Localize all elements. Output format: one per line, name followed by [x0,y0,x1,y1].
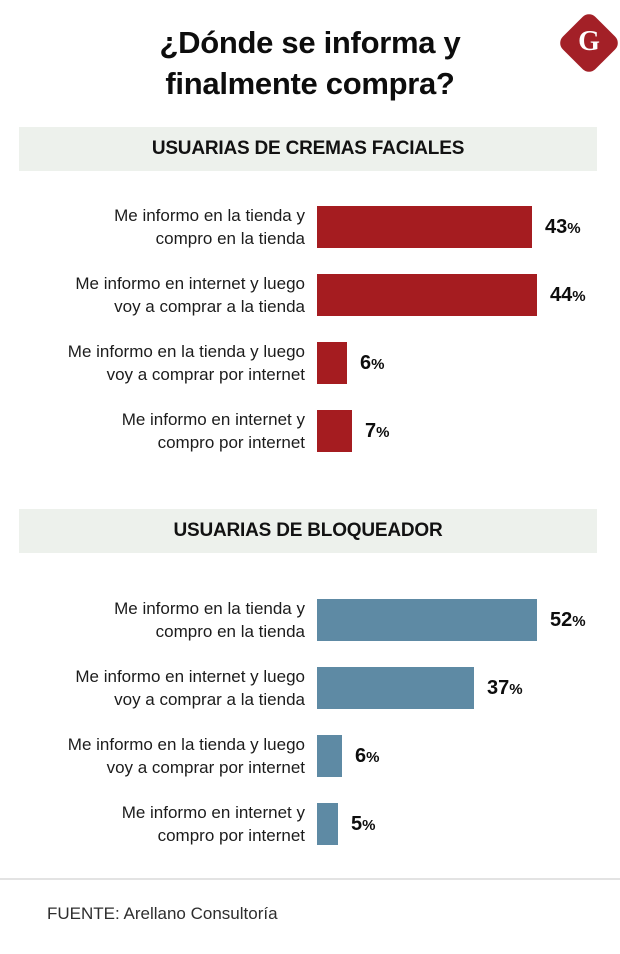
value-label: 37% [487,676,523,699]
bar [317,735,342,777]
value-label: 52% [550,608,586,631]
bar [317,410,352,452]
value-label: 44% [550,283,586,306]
value-label: 6% [360,351,385,374]
category-label: Me informo en la tienda y luego voy a com… [67,735,305,777]
category-label: Me informo en internet y compro por inter… [121,410,305,452]
bar [317,274,537,316]
bar [317,342,347,384]
chart-row: Me informo en internet y luego voy a comp… [0,667,620,709]
category-label: Me informo en la tienda y luego voy a com… [67,342,305,384]
category-label: Me informo en internet y luego voy a comp… [75,274,305,316]
chart-row: Me informo en la tienda y compro en la ti… [0,206,620,248]
chart-row: Me informo en la tienda y compro en la ti… [0,599,620,641]
category-label: Me informo en internet y compro por inter… [121,803,305,845]
source-text: FUENTE: Arellano Consultoría [47,904,278,923]
bar [317,599,537,641]
value-label: 7% [365,419,390,442]
logo-letter-g: G [578,26,600,57]
bar [317,803,338,845]
section-header-label: USUARIAS DE BLOQUEADOR [173,520,443,541]
chart-row: Me informo en la tienda y luego voy a com… [0,735,620,777]
section-header-label: USUARIAS DE CREMAS FACIALES [151,138,465,159]
category-label: Me informo en la tienda y compro en la ti… [114,599,305,641]
section-header-bloqueador: USUARIAS DE BLOQUEADOR [19,509,597,553]
bar [317,667,474,709]
bar [317,206,532,248]
value-label: 5% [351,812,376,835]
chart-row: Me informo en internet y compro por inter… [0,803,620,845]
value-label: 6% [355,744,380,767]
page-title: ¿Dónde se informa y finalmente compra? [0,22,620,104]
section-header-cremas-faciales: USUARIAS DE CREMAS FACIALES [19,127,597,171]
category-label: Me informo en internet y luego voy a comp… [75,667,305,709]
value-label: 43% [545,215,581,238]
category-label: Me informo en la tienda y compro en la ti… [114,206,305,248]
chart-row: Me informo en internet y compro por inter… [0,410,620,452]
chart-row: Me informo en la tienda y luego voy a com… [0,342,620,384]
bar-chart-cremas-faciales: Me informo en la tienda y compro en la ti… [0,206,620,478]
page-title-line-2: finalmente compra? [165,66,455,101]
gestion-logo: G [556,10,620,76]
bar-chart-bloqueador: Me informo en la tienda y compro en la ti… [0,599,620,871]
footer-divider [0,878,620,880]
chart-row: Me informo en internet y luego voy a comp… [0,274,620,316]
page-title-line-1: ¿Dónde se informa y [159,25,461,60]
